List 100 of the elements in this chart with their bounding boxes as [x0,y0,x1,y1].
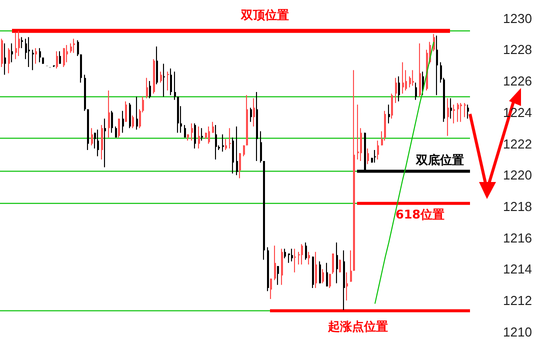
candlestick [405,70,407,91]
candlestick [250,107,252,122]
candlestick [56,50,58,70]
candlestick [391,93,393,120]
candlestick [415,82,417,100]
candlestick [436,35,438,96]
candlestick [225,138,227,151]
candlestick [70,42,72,54]
y-tick-label: 1230 [503,10,532,26]
candlestick [39,48,41,63]
candlestick [412,70,414,86]
candlestick [80,54,82,84]
candlestick [284,248,286,259]
candlestick [315,251,317,288]
candlestick [294,248,296,273]
candlestick [277,266,279,286]
candlestick [35,48,37,64]
candlestick [184,124,186,138]
candlestick [457,102,459,122]
candlestick [336,242,338,284]
candlestick [15,32,17,60]
candlestick [32,49,34,71]
ref-line-label: 起涨点位置 [327,320,388,334]
candlestick [374,150,376,164]
candlestick [215,124,217,160]
candlestick [232,136,234,174]
candlestick [274,245,276,281]
candlestick [4,42,6,76]
candlestick [146,77,148,99]
candlestick [447,98,449,136]
candlestick [91,128,93,146]
y-tick-label: 1228 [503,42,532,58]
ref-line-label: 双顶位置 [240,8,289,22]
candlestick [450,98,452,120]
candlestick [332,253,334,274]
candlestick [21,36,23,49]
candlestick [122,110,124,134]
candlestick [66,44,68,63]
candlestick [125,100,127,122]
candlestick [101,124,103,160]
candlestick [63,48,65,68]
candlestick [8,48,10,74]
candlestick [118,118,120,138]
candlestick [453,104,455,124]
candlestick [239,152,241,179]
candlestick [129,102,131,129]
candlestick [319,260,321,284]
candlestick [350,250,352,282]
candlestick [77,40,79,56]
candlestick [346,272,348,302]
candlestick [395,77,397,104]
candlestick [149,80,151,99]
candlestick [464,102,466,118]
candlestick [208,126,210,144]
candlestick [136,96,138,130]
y-tick-label: 1216 [503,230,532,246]
y-tick-label: 1218 [503,199,532,214]
candlestick [308,251,310,265]
candlestick [111,110,113,134]
candlestick [467,104,469,120]
candlestick [132,115,134,129]
candlestick [384,110,386,142]
candlestick [305,242,307,260]
candlestick [367,148,369,165]
y-tick-label: 1212 [503,293,532,308]
candlestick [460,102,462,122]
candlestick [288,253,290,264]
ref-line-label: 618位置 [395,207,445,222]
candlestick [281,248,283,286]
y-tick-label: 1220 [503,168,532,183]
ref-line-label: 双底位置 [415,153,464,168]
candlestick [1,38,3,68]
candlestick [402,62,404,94]
candlestick [156,46,158,85]
candlestick [329,273,331,288]
candlestick [104,118,106,168]
candlestick [201,128,203,142]
y-tick-label: 1222 [503,136,532,152]
candlestick [301,244,303,265]
candlestick [73,38,75,54]
candlestick [18,30,20,56]
y-tick-label: 1210 [503,324,532,340]
candlestick [360,128,362,162]
y-tick-label: 1226 [503,74,532,89]
candlestick [198,126,200,149]
candlestick [11,42,13,63]
candlestick [326,262,328,287]
candlestick [212,121,214,134]
candlestick [174,71,176,100]
candlestick [229,128,231,149]
candlestick [28,36,30,68]
candlestick [236,126,238,176]
candlestick [59,50,61,64]
candlestick [194,122,196,149]
candlestick [191,122,193,142]
candlestick [419,42,421,98]
candlestick [115,126,117,138]
candlestick [167,71,169,91]
candlestick [398,76,400,102]
candlestick [388,104,390,124]
